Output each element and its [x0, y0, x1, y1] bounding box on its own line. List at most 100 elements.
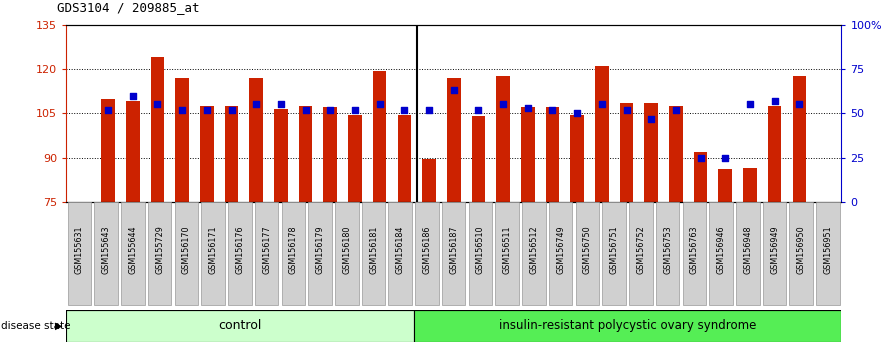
Text: GSM156186: GSM156186	[423, 225, 432, 274]
Text: GSM156184: GSM156184	[396, 225, 404, 274]
Bar	[101, 98, 115, 202]
Text: GSM156749: GSM156749	[556, 225, 565, 274]
Bar	[175, 78, 189, 202]
Point	[348, 107, 362, 113]
Bar	[816, 202, 840, 305]
Bar	[225, 106, 239, 202]
Bar	[151, 57, 164, 202]
Text: insulin-resistant polycystic ovary syndrome: insulin-resistant polycystic ovary syndr…	[499, 319, 756, 332]
Bar	[174, 202, 198, 305]
Text: control: control	[218, 319, 262, 332]
Bar	[442, 202, 465, 305]
Point	[447, 87, 461, 93]
Bar	[768, 106, 781, 202]
Point	[422, 107, 436, 113]
Bar	[595, 66, 609, 202]
Bar	[308, 202, 332, 305]
Bar	[619, 103, 633, 202]
Bar	[736, 202, 759, 305]
Text: GSM155729: GSM155729	[155, 225, 164, 274]
Text: GSM155644: GSM155644	[129, 225, 137, 274]
Bar	[249, 78, 263, 202]
Point	[471, 107, 485, 113]
Point	[743, 102, 757, 107]
Text: GSM156181: GSM156181	[369, 225, 378, 274]
Point	[767, 98, 781, 104]
Bar	[282, 202, 305, 305]
Bar	[202, 202, 225, 305]
Text: GSM156951: GSM156951	[824, 225, 833, 274]
Text: GSM156176: GSM156176	[235, 225, 244, 274]
Text: GSM156751: GSM156751	[610, 225, 618, 274]
Text: GSM156950: GSM156950	[796, 225, 806, 274]
Bar	[362, 202, 385, 305]
Point	[299, 107, 313, 113]
Bar	[274, 109, 288, 202]
Point	[249, 102, 263, 107]
Bar	[200, 106, 213, 202]
Text: GSM155631: GSM155631	[75, 225, 84, 274]
Point	[373, 102, 387, 107]
Bar	[644, 103, 658, 202]
Text: GSM156177: GSM156177	[262, 225, 271, 274]
Bar	[719, 169, 732, 202]
Bar	[655, 202, 679, 305]
Bar	[603, 202, 626, 305]
Text: ▶: ▶	[55, 321, 63, 331]
Bar	[255, 202, 278, 305]
Bar	[495, 202, 519, 305]
Bar	[397, 115, 411, 202]
Point	[151, 102, 165, 107]
Bar	[496, 76, 510, 202]
Text: GSM156171: GSM156171	[209, 225, 218, 274]
Bar	[389, 202, 412, 305]
Point	[200, 107, 214, 113]
Bar	[447, 78, 461, 202]
Bar	[522, 202, 545, 305]
Bar	[629, 202, 653, 305]
Bar	[793, 76, 806, 202]
Text: GSM156170: GSM156170	[181, 225, 191, 274]
Bar	[413, 310, 841, 342]
Bar	[415, 202, 439, 305]
Text: GSM156180: GSM156180	[343, 225, 352, 274]
Text: GSM155643: GSM155643	[101, 225, 111, 274]
Point	[521, 105, 535, 111]
Bar	[570, 115, 584, 202]
Bar	[94, 202, 118, 305]
Point	[274, 102, 288, 107]
Bar	[122, 202, 144, 305]
Bar	[469, 202, 492, 305]
Point	[126, 93, 140, 98]
Text: GSM156948: GSM156948	[744, 225, 752, 274]
Bar	[575, 202, 599, 305]
Point	[397, 107, 411, 113]
Bar	[549, 202, 573, 305]
Bar	[694, 152, 707, 202]
Point	[669, 107, 683, 113]
Text: GSM156511: GSM156511	[503, 225, 512, 274]
Text: GSM156763: GSM156763	[690, 225, 699, 274]
Bar	[68, 202, 92, 305]
Bar	[669, 106, 683, 202]
Point	[545, 107, 559, 113]
Bar	[299, 106, 313, 202]
Point	[792, 102, 806, 107]
Point	[595, 102, 609, 107]
Bar	[709, 202, 733, 305]
Point	[693, 155, 707, 160]
Bar	[126, 102, 139, 202]
Text: GDS3104 / 209885_at: GDS3104 / 209885_at	[57, 1, 200, 14]
Bar	[228, 202, 252, 305]
Text: GSM156187: GSM156187	[449, 225, 458, 274]
Bar	[348, 115, 362, 202]
Text: GSM156510: GSM156510	[476, 225, 485, 274]
Bar	[521, 107, 535, 202]
Point	[718, 155, 732, 160]
Bar	[789, 202, 813, 305]
Point	[101, 107, 115, 113]
Bar	[763, 202, 786, 305]
Bar	[66, 310, 413, 342]
Bar	[422, 159, 436, 202]
Text: GSM156179: GSM156179	[315, 225, 324, 274]
